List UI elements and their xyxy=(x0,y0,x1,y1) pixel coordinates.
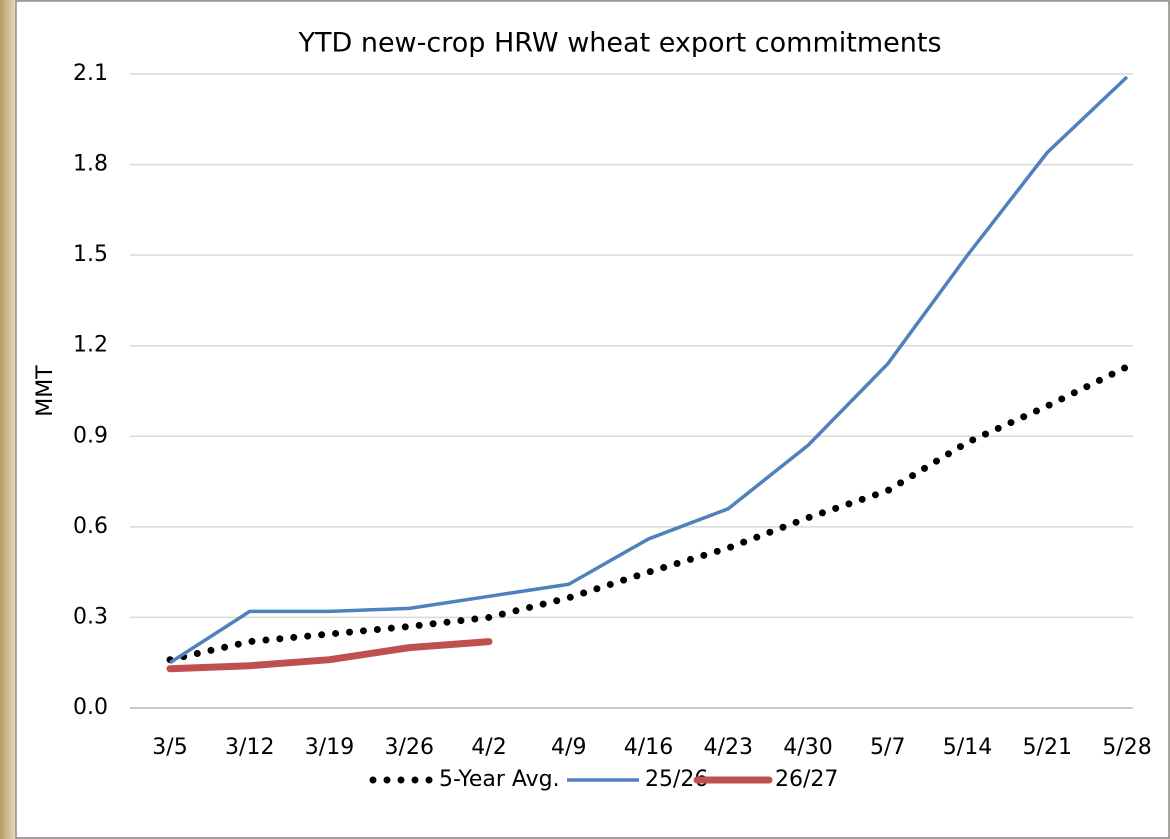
y-tick-label: 1.8 xyxy=(73,152,108,177)
x-tick-label: 5/21 xyxy=(1023,735,1072,760)
x-tick-label: 3/19 xyxy=(305,735,354,760)
y-tick-label: 1.5 xyxy=(73,242,108,267)
background-image xyxy=(0,0,16,839)
chart-title: YTD new-crop HRW wheat export commitment… xyxy=(297,28,941,59)
x-tick-label: 4/9 xyxy=(551,735,586,760)
chart-frame xyxy=(15,0,1170,839)
y-tick-label: 1.2 xyxy=(73,333,108,358)
legend-label: 26/27 xyxy=(775,767,838,792)
x-tick-label: 3/12 xyxy=(225,735,274,760)
x-tick-label: 4/2 xyxy=(471,735,506,760)
legend-label: 5-Year Avg. xyxy=(439,767,560,792)
y-tick-label: 0.9 xyxy=(73,423,108,448)
x-tick-label: 4/30 xyxy=(783,735,832,760)
x-tick-label: 5/14 xyxy=(943,735,992,760)
y-axis-label: MMT xyxy=(33,365,58,417)
y-tick-label: 0.6 xyxy=(73,514,108,539)
y-tick-label: 2.1 xyxy=(73,61,108,86)
x-tick-label: 4/16 xyxy=(624,735,673,760)
x-tick-label: 4/23 xyxy=(704,735,753,760)
y-tick-label: 0.3 xyxy=(73,604,108,629)
series-line xyxy=(169,75,1129,665)
y-tick-label: 0.0 xyxy=(73,695,108,720)
x-tick-label: 3/26 xyxy=(385,735,434,760)
x-tick-label: 5/7 xyxy=(870,735,905,760)
x-tick-label: 5/28 xyxy=(1102,735,1151,760)
x-tick-label: 3/5 xyxy=(152,735,187,760)
series-line xyxy=(166,638,493,673)
series-line xyxy=(166,363,1131,664)
